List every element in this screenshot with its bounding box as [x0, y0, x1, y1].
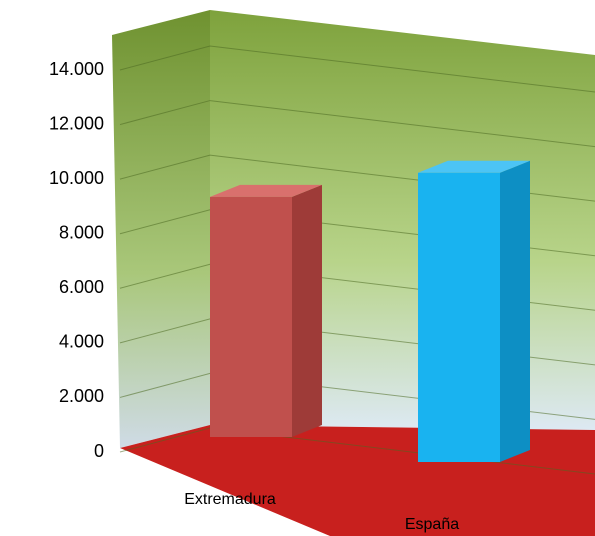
grid-line — [119, 100, 595, 148]
y-tick-label: 8.000 — [59, 222, 104, 242]
bar-side — [500, 160, 530, 462]
grid-line — [119, 45, 595, 93]
bar — [210, 196, 292, 437]
y-tick-label: 14.000 — [49, 59, 104, 79]
side-wall — [112, 10, 210, 448]
bar-top — [418, 160, 530, 173]
x-tick-label: Extremadura — [184, 491, 276, 508]
y-tick-label: 6.000 — [59, 277, 104, 297]
y-tick-label: 12.000 — [49, 113, 104, 133]
x-tick-label: España — [405, 516, 459, 533]
bars — [210, 160, 530, 462]
y-tick-label: 0 — [94, 441, 104, 461]
bar-top — [210, 184, 322, 197]
y-tick-label: 2.000 — [59, 386, 104, 406]
bar-side — [292, 184, 322, 437]
y-tick-label: 10.000 — [49, 168, 104, 188]
bar — [418, 172, 500, 462]
y-tick-label: 4.000 — [59, 332, 104, 352]
